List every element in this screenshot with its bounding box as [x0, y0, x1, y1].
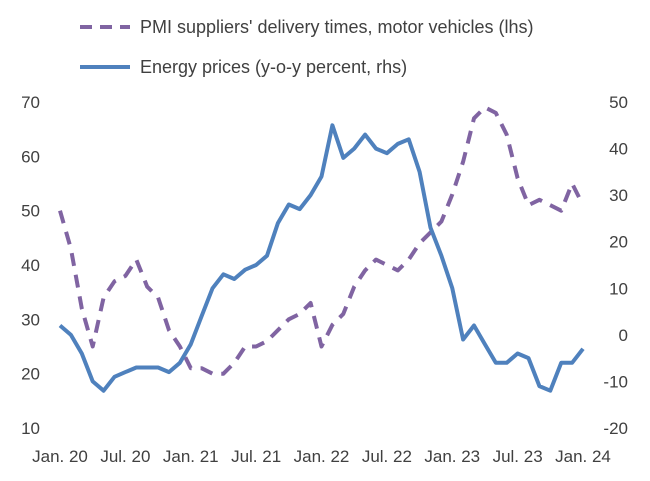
x-tick-label: Jan. 24: [555, 447, 611, 466]
x-tick-label: Jan. 23: [424, 447, 480, 466]
x-tick-label: Jan. 22: [294, 447, 350, 466]
legend-label-pmi: PMI suppliers' delivery times, motor veh…: [140, 17, 534, 37]
x-tick-label: Jul. 21: [231, 447, 281, 466]
x-tick-label: Jul. 23: [493, 447, 543, 466]
left-tick-label: 40: [21, 256, 40, 275]
right-tick-label: -10: [603, 372, 628, 391]
right-tick-label: 30: [609, 186, 628, 205]
left-tick-label: 70: [21, 93, 40, 112]
right-tick-label: 50: [609, 93, 628, 112]
left-tick-label: 50: [21, 202, 40, 221]
right-tick-label: -20: [603, 419, 628, 438]
x-tick-label: Jul. 20: [100, 447, 150, 466]
x-tick-label: Jul. 22: [362, 447, 412, 466]
right-tick-label: 10: [609, 279, 628, 298]
series-line-pmi: [58, 105, 585, 376]
left-tick-label: 20: [21, 365, 40, 384]
left-tick-label: 30: [21, 310, 40, 329]
left-tick-label: 60: [21, 147, 40, 166]
right-tick-label: 20: [609, 233, 628, 252]
x-tick-label: Jan. 21: [163, 447, 219, 466]
right-tick-label: 0: [619, 326, 628, 345]
right-tick-label: 40: [609, 140, 628, 159]
series-line-energy: [58, 123, 585, 393]
series-layer: [58, 105, 585, 393]
x-axis: Jan. 20 Jul. 20 Jan. 21 Jul. 21 Jan. 22 Jul. …: [32, 447, 611, 466]
left-tick-label: 10: [21, 419, 40, 438]
x-tick-label: Jan. 20: [32, 447, 88, 466]
legend-label-energy: Energy prices (y-o-y percent, rhs): [140, 57, 407, 77]
legend: PMI suppliers' delivery times, motor veh…: [80, 17, 534, 77]
right-axis: -20 -10 0 10 20 30 40 50: [603, 93, 628, 438]
left-axis: 10 20 30 40 50 60 70: [21, 93, 40, 438]
